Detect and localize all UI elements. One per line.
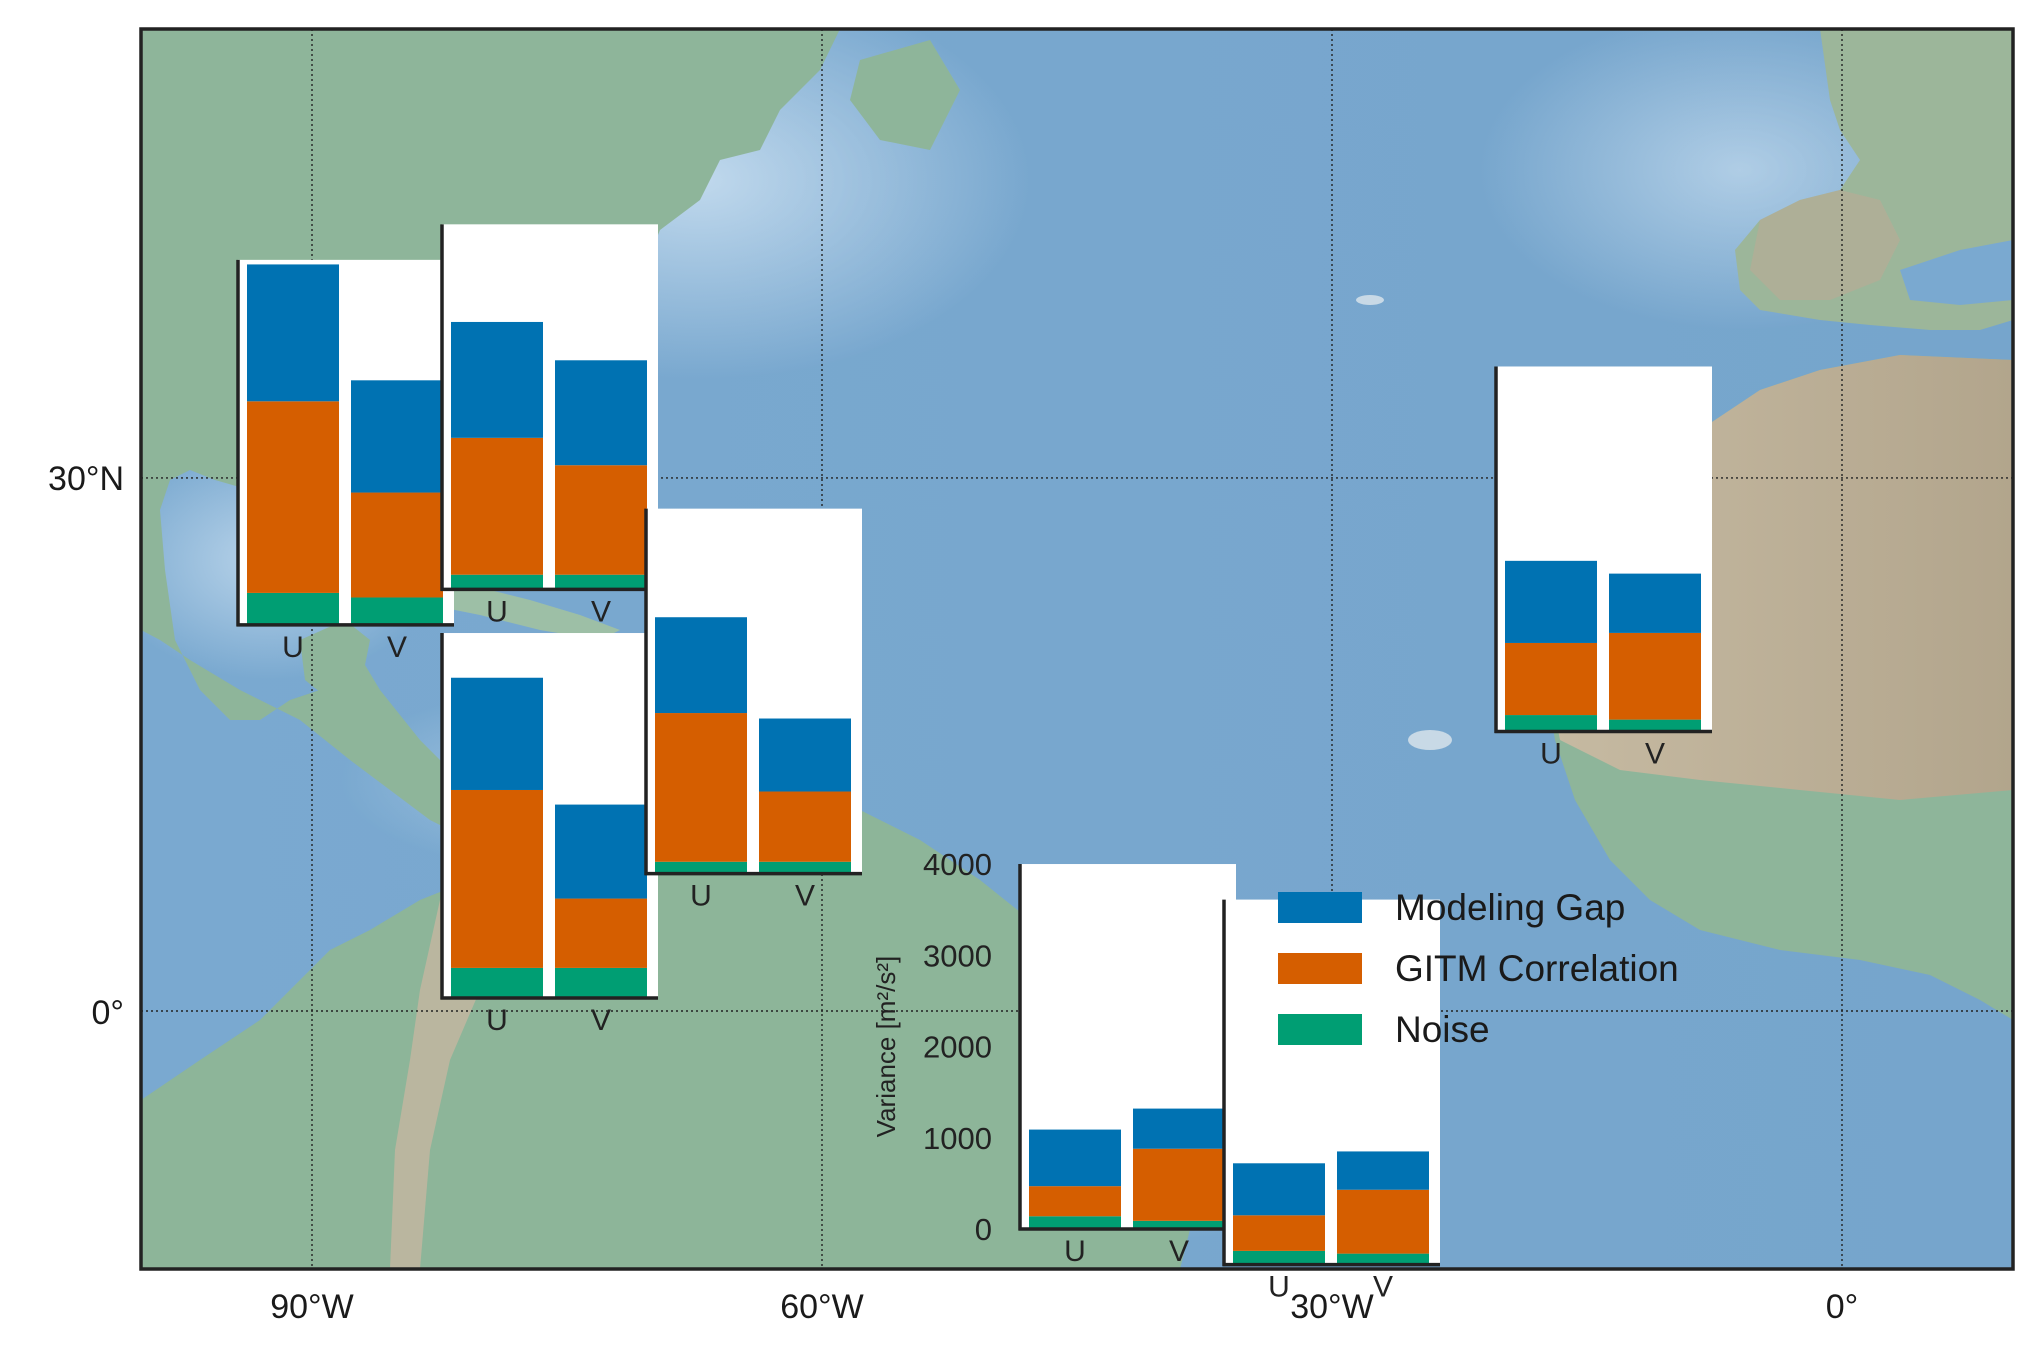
map-frame <box>139 27 2015 1271</box>
bar-segment-noise <box>247 592 339 625</box>
bar-segment-modeling-gap <box>1609 573 1701 633</box>
inset-xtick-label: V <box>387 631 407 664</box>
bar-segment-gitm-correlation <box>759 791 851 862</box>
land-north-america <box>141 29 840 870</box>
bar-segment-gitm-correlation <box>351 492 443 598</box>
map-axis-labels: 90°W 60°W 30°W 0° 30°N 0° <box>48 460 1858 1326</box>
bar-segment-gitm-correlation <box>555 898 647 968</box>
land-azores <box>1356 295 1384 305</box>
bar-segment-modeling-gap <box>451 677 543 790</box>
inset-xtick-label: V <box>591 1004 611 1037</box>
bar-segment-noise <box>655 861 747 874</box>
lon-tick-0: 0° <box>1826 1288 1859 1326</box>
bar-segment-modeling-gap <box>351 380 443 493</box>
land-cuba <box>420 585 620 640</box>
legend-swatch-modeling-gap <box>1278 892 1362 923</box>
inset-ylabel: Variance [m²/s²] <box>871 956 901 1138</box>
bar-segment-modeling-gap <box>1233 1163 1325 1216</box>
lat-tick-0: 0° <box>91 994 124 1032</box>
legend-label-noise: Noise <box>1395 1009 1490 1050</box>
bar-segment-gitm-correlation <box>555 465 647 575</box>
legend-label-gitm-correlation: GITM Correlation <box>1395 948 1679 989</box>
inset-xtick-label: V <box>795 880 815 913</box>
lon-tick-90w: 90°W <box>270 1288 354 1326</box>
bar-segment-gitm-correlation <box>655 713 747 862</box>
bar-segment-gitm-correlation <box>1233 1215 1325 1251</box>
bar-segment-noise <box>1133 1220 1225 1230</box>
inset-ytick-label: 4000 <box>923 847 992 882</box>
legend: Modeling Gap GITM Correlation Noise <box>1278 887 1679 1050</box>
bar-segment-gitm-correlation <box>451 789 543 968</box>
bar-segment-modeling-gap <box>451 321 543 438</box>
bar-segment-modeling-gap <box>555 804 647 899</box>
bar-segment-noise <box>451 967 543 999</box>
inset-ytick-label: 3000 <box>923 938 992 973</box>
bar-segment-noise <box>1337 1253 1429 1265</box>
inset-ytick-label: 1000 <box>923 1121 992 1156</box>
bar-segment-noise <box>555 574 647 590</box>
bar-segment-modeling-gap <box>555 360 647 466</box>
inset-ytick-label: 2000 <box>923 1030 992 1065</box>
lat-tick-30n: 30°N <box>48 460 124 498</box>
bar-segment-modeling-gap <box>247 264 339 402</box>
bar-segment-noise <box>451 574 543 590</box>
lon-tick-30w: 30°W <box>1290 1288 1374 1326</box>
inset-xtick-label: V <box>1645 737 1665 770</box>
lon-tick-60w: 60°W <box>780 1288 864 1326</box>
bar-segment-noise <box>1609 719 1701 732</box>
bar-segment-noise <box>351 597 443 625</box>
inset-xtick-label: U <box>1540 737 1562 770</box>
inset-ytick-label: 0 <box>975 1212 992 1247</box>
bar-segment-noise <box>1505 715 1597 732</box>
inset-chart: U V 0 1000 2000 3000 4000 Variance [m²/s²] <box>871 847 1236 1268</box>
inset-xtick-label: U <box>486 595 508 628</box>
bar-segment-modeling-gap <box>1029 1129 1121 1187</box>
bar-segment-noise <box>555 967 647 999</box>
bar-segment-gitm-correlation <box>1505 642 1597 716</box>
bar-segment-modeling-gap <box>655 617 747 714</box>
bar-segment-gitm-correlation <box>1609 632 1701 720</box>
inset-xtick-label: U <box>486 1004 508 1037</box>
inset-xtick-label: U <box>690 880 712 913</box>
bar-segment-modeling-gap <box>759 718 851 792</box>
bar-segment-modeling-gap <box>1133 1108 1225 1149</box>
inset-xtick-label: V <box>1373 1271 1393 1304</box>
bar-segment-gitm-correlation <box>247 401 339 593</box>
land-mediterranean <box>1900 240 2013 305</box>
legend-swatch-noise <box>1278 1014 1362 1045</box>
bar-segment-gitm-correlation <box>1133 1148 1225 1221</box>
bar-segment-noise <box>1029 1216 1121 1230</box>
inset-xtick-label: U <box>282 631 304 664</box>
inset-xtick-label: U <box>1268 1271 1290 1304</box>
bar-segment-gitm-correlation <box>451 437 543 575</box>
land-newfoundland <box>850 40 960 150</box>
land-cape-verde <box>1408 730 1452 750</box>
bar-segment-modeling-gap <box>1505 560 1597 643</box>
inset-xtick-label: V <box>1169 1235 1189 1268</box>
bar-segment-modeling-gap <box>1337 1151 1429 1190</box>
bar-segment-noise <box>1233 1250 1325 1265</box>
bar-segment-gitm-correlation <box>1029 1186 1121 1217</box>
legend-swatch-gitm-correlation <box>1278 953 1362 984</box>
land-iberia-relief <box>1750 190 1900 300</box>
bar-segment-noise <box>759 861 851 874</box>
inset-xtick-label: U <box>1064 1235 1086 1268</box>
legend-label-modeling-gap: Modeling Gap <box>1395 887 1625 928</box>
bar-segment-gitm-correlation <box>1337 1189 1429 1254</box>
inset-xtick-label: V <box>591 595 611 628</box>
land-yucatan <box>300 620 370 700</box>
